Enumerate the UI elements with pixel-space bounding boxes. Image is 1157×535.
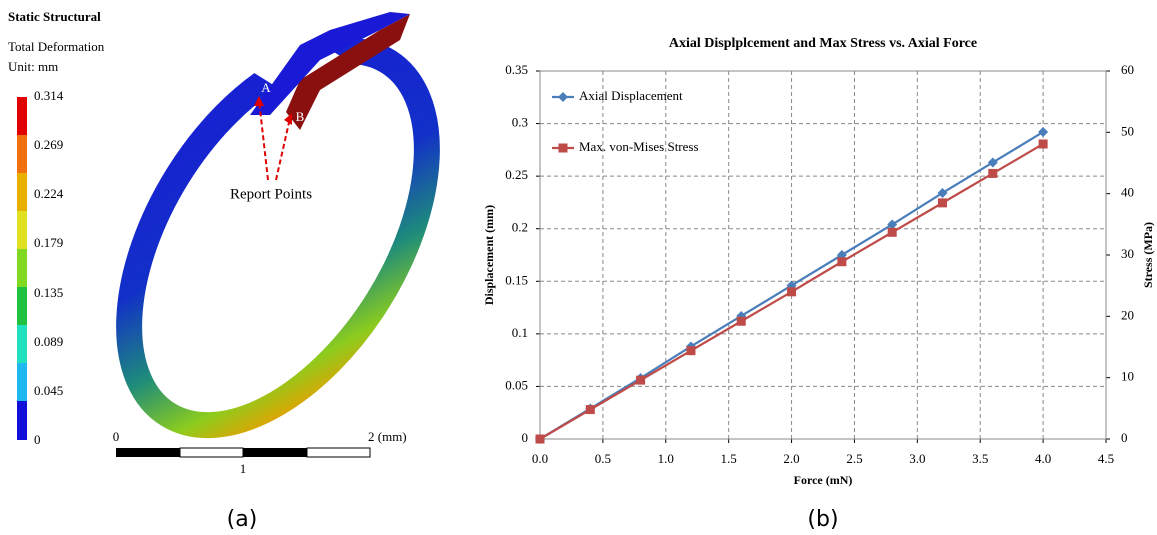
y-tick-label: 0.35: [505, 62, 528, 77]
y-tick-label: 0.3: [512, 115, 528, 130]
x-tick-label: 2.0: [783, 451, 799, 466]
legend-label: Max. von-Mises Stress: [579, 139, 699, 154]
y2-tick-label: 60: [1121, 62, 1134, 77]
plot-frame: [540, 71, 1106, 439]
annotation: Report Points: [230, 186, 312, 202]
scale-label: 2 (mm): [368, 429, 407, 444]
marker: [988, 169, 997, 178]
unit: Unit: mm: [8, 59, 58, 74]
y-tick-label: 0: [522, 430, 529, 445]
x-axis-label: Force (mN): [794, 473, 853, 487]
caption: (b): [807, 507, 838, 532]
panel-title: Static Structural: [8, 9, 101, 24]
x-tick-label: 4.5: [1098, 451, 1114, 466]
y2-tick-label: 0: [1121, 430, 1128, 445]
y2-tick-label: 30: [1121, 246, 1134, 261]
marker: [888, 228, 897, 237]
point-label: A: [261, 80, 271, 95]
legend-label: 0.269: [34, 137, 63, 152]
y-axis-label: Displacement (mm): [482, 205, 496, 305]
y-tick-label: 0.25: [505, 167, 528, 182]
quantity: Total Deformation: [8, 39, 105, 54]
marker: [837, 257, 846, 266]
page: {"panel_a": {"title": "Static Structural…: [0, 0, 1157, 535]
legend-label: 0.089: [34, 334, 63, 349]
x-tick-label: 3.0: [909, 451, 925, 466]
y2-tick-label: 10: [1121, 369, 1134, 384]
ring: [68, 0, 489, 477]
legend-label: 0: [34, 432, 41, 447]
legend-label: 0.314: [34, 88, 64, 103]
caption: (a): [227, 507, 258, 532]
y-tick-label: 0.2: [512, 220, 528, 235]
legend-label: 0.179: [34, 235, 63, 250]
x-tick-label: 1.5: [721, 451, 737, 466]
marker: [686, 346, 695, 355]
y-tick-label: 0.1: [512, 325, 528, 340]
y2-axis-label: Stress (MPa): [1141, 222, 1155, 288]
marker: [937, 188, 947, 198]
y-tick-label: 0.15: [505, 272, 528, 287]
marker: [737, 317, 746, 326]
panel-a: Static Structural Total Deformation Unit…: [8, 0, 488, 532]
legend-marker: [558, 92, 568, 102]
legend-label: 0.045: [34, 383, 63, 398]
legend-label: Axial Displacement: [579, 88, 683, 103]
figure: Static Structural Total Deformation Unit…: [0, 0, 1157, 535]
y2-tick-label: 20: [1121, 307, 1134, 322]
point-label: B: [296, 109, 305, 124]
y2-tick-label: 40: [1121, 185, 1134, 200]
color-bar: [17, 97, 27, 440]
marker: [1039, 139, 1048, 148]
x-tick-label: 1.0: [658, 451, 674, 466]
scale-label: 1: [240, 461, 247, 476]
legend-label: 0.135: [34, 285, 63, 300]
scale-bar: [116, 448, 370, 457]
x-tick-label: 2.5: [846, 451, 862, 466]
marker: [938, 198, 947, 207]
marker: [536, 435, 545, 444]
x-tick-label: 0.5: [595, 451, 611, 466]
scale-label: 0: [113, 429, 120, 444]
marker: [636, 376, 645, 385]
chart-title: Axial Displplcement and Max Stress vs. A…: [669, 36, 977, 51]
x-tick-label: 3.5: [972, 451, 988, 466]
x-tick-label: 4.0: [1035, 451, 1051, 466]
legend-marker: [559, 144, 568, 153]
marker: [586, 405, 595, 414]
marker: [787, 287, 796, 296]
marker: [1038, 127, 1048, 137]
y2-tick-label: 50: [1121, 123, 1134, 138]
chart-b: 0 0.05 0.1 0.15 0.2 0.25 0.3 0.35 0 10 20 30 40 50 60 0…: [482, 36, 1155, 487]
x-tick-label: 0.0: [532, 451, 548, 466]
marker: [988, 157, 998, 167]
legend-label: 0.224: [34, 186, 64, 201]
y-tick-label: 0.05: [505, 377, 528, 392]
